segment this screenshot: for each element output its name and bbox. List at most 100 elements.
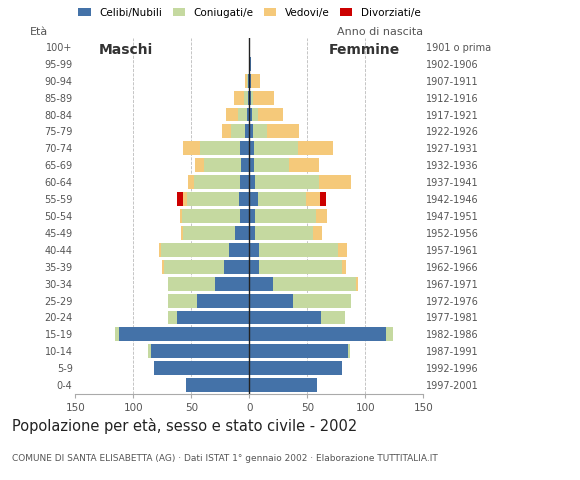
Text: COMUNE DI SANTA ELISABETTA (AG) · Dati ISTAT 1° gennaio 2002 · Elaborazione TUTT: COMUNE DI SANTA ELISABETTA (AG) · Dati I…	[12, 454, 437, 463]
Bar	[177, 192, 183, 206]
Bar	[245, 124, 249, 138]
Bar	[249, 226, 255, 240]
Bar	[249, 327, 386, 341]
Bar	[204, 158, 241, 172]
Bar	[148, 344, 151, 358]
Bar	[248, 74, 249, 88]
Bar	[215, 277, 249, 290]
Bar	[249, 243, 259, 257]
Bar	[235, 226, 249, 240]
Bar	[267, 124, 299, 138]
Text: Femmine: Femmine	[329, 43, 400, 57]
Bar	[251, 91, 253, 105]
Bar	[259, 243, 338, 257]
Bar	[231, 124, 245, 138]
Bar	[161, 243, 229, 257]
Bar	[226, 108, 238, 121]
Bar	[258, 192, 306, 206]
Bar	[316, 209, 327, 223]
Bar	[177, 311, 249, 324]
Bar	[194, 175, 240, 189]
Bar	[342, 260, 346, 274]
Bar	[119, 327, 249, 341]
Bar	[200, 142, 240, 155]
Bar	[241, 158, 249, 172]
Bar	[249, 311, 321, 324]
Bar	[386, 327, 393, 341]
Bar	[229, 243, 249, 257]
Bar	[183, 192, 187, 206]
Bar	[154, 361, 249, 375]
Bar	[151, 344, 249, 358]
Bar	[293, 294, 351, 308]
Bar	[356, 277, 358, 290]
Bar	[348, 344, 350, 358]
Bar	[249, 277, 273, 290]
Bar	[253, 124, 267, 138]
Bar	[249, 209, 255, 223]
Bar	[298, 142, 333, 155]
Bar	[164, 260, 224, 274]
Bar	[249, 294, 293, 308]
Text: Anno di nascita: Anno di nascita	[338, 26, 423, 36]
Text: Popolazione per età, sesso e stato civile - 2002: Popolazione per età, sesso e stato civil…	[12, 418, 357, 433]
Bar	[249, 260, 259, 274]
Bar	[183, 142, 200, 155]
Bar	[249, 361, 342, 375]
Bar	[249, 344, 348, 358]
Bar	[222, 124, 231, 138]
Bar	[234, 91, 244, 105]
Bar	[255, 226, 313, 240]
Bar	[249, 108, 252, 121]
Bar	[186, 378, 249, 392]
Bar	[247, 108, 249, 121]
Bar	[162, 260, 164, 274]
Bar	[240, 209, 249, 223]
Bar	[249, 74, 251, 88]
Bar	[187, 192, 239, 206]
Bar	[195, 158, 204, 172]
Bar	[244, 91, 248, 105]
Bar	[168, 294, 197, 308]
Bar	[258, 108, 283, 121]
Bar	[255, 209, 316, 223]
Bar	[249, 378, 317, 392]
Bar	[159, 243, 161, 257]
Bar	[183, 226, 235, 240]
Bar	[251, 74, 260, 88]
Bar	[253, 91, 274, 105]
Bar	[249, 142, 254, 155]
Bar	[247, 74, 248, 88]
Bar	[319, 175, 351, 189]
Bar	[255, 175, 319, 189]
Bar	[181, 226, 183, 240]
Bar	[249, 91, 251, 105]
Bar	[249, 175, 255, 189]
Bar	[115, 327, 119, 341]
Bar	[240, 175, 249, 189]
Bar	[240, 142, 249, 155]
Text: Maschi: Maschi	[99, 43, 153, 57]
Bar	[249, 124, 253, 138]
Bar	[273, 277, 356, 290]
Bar	[180, 209, 182, 223]
Bar	[306, 192, 320, 206]
Bar	[254, 142, 298, 155]
Bar	[238, 108, 247, 121]
Bar	[224, 260, 249, 274]
Bar	[320, 192, 326, 206]
Bar	[239, 192, 249, 206]
Text: Età: Età	[30, 26, 48, 36]
Bar	[313, 226, 322, 240]
Bar	[338, 243, 347, 257]
Bar	[249, 57, 251, 71]
Bar	[168, 311, 177, 324]
Bar	[254, 158, 289, 172]
Bar	[248, 91, 249, 105]
Bar	[182, 209, 240, 223]
Bar	[289, 158, 319, 172]
Bar	[245, 74, 247, 88]
Bar	[252, 108, 258, 121]
Bar	[249, 158, 254, 172]
Bar	[249, 192, 258, 206]
